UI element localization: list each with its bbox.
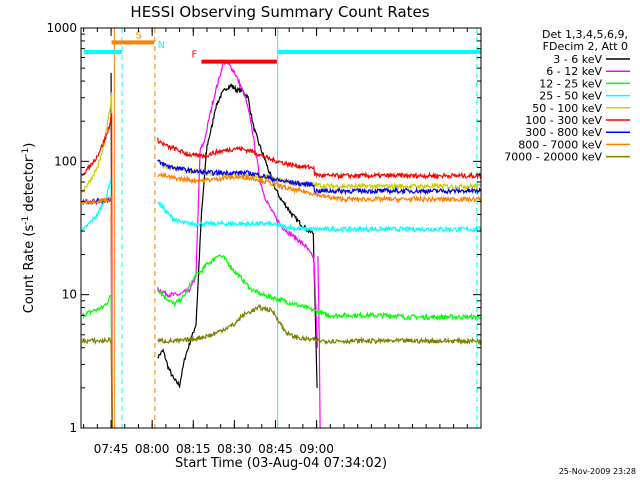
- legend-label-2: 12 - 25 keV: [539, 77, 602, 90]
- x-tick-label-3: 08:30: [217, 442, 252, 456]
- axis-ticks: 07:45 08:00 08:15 08:30 08:45 09:00 1 10 100 1000: [46, 21, 482, 456]
- y-tick-label-0: 1: [69, 421, 77, 435]
- x-tick-label-1: 08:00: [135, 442, 170, 456]
- legend-label-0: 3 - 6 keV: [553, 53, 602, 66]
- y-tick-label-1: 10: [62, 288, 77, 302]
- plot-frame: [80, 27, 482, 429]
- legend: Det 1,3,4,5,6,9, FDecim 2, Att 0 3 - 6 k…: [504, 28, 630, 164]
- x-tick-label-4: 08:45: [258, 442, 293, 456]
- legend-label-3: 25 - 50 keV: [539, 90, 602, 103]
- series-2-segment-0: [81, 294, 113, 428]
- series-7-segment-1: [157, 171, 481, 204]
- legend-label-1: 6 - 12 keV: [546, 65, 602, 78]
- series-1-segment-1: [317, 256, 321, 428]
- flag-label-3: F: [191, 50, 197, 61]
- series-0-segment-1: [157, 83, 318, 389]
- chart-title: HESSI Observing Summary Count Rates: [130, 3, 429, 21]
- legend-header-line-2: FDecim 2, Att 0: [543, 40, 628, 53]
- series-2-segment-1: [157, 254, 481, 322]
- legend-label-4: 50 - 100 keV: [532, 102, 602, 115]
- y-tick-label-2: 100: [54, 154, 77, 168]
- series-4-segment-1: [157, 158, 481, 191]
- legend-label-5: 100 - 300 keV: [525, 114, 602, 127]
- y-axis-label: Count Rate (s-1 detector-1): [21, 143, 37, 314]
- y-tick-label-3: 1000: [46, 21, 77, 35]
- legend-label-8: 7000 - 20000 keV: [504, 151, 602, 164]
- x-axis-label: Start Time (03-Aug-04 07:34:02): [175, 456, 387, 471]
- series-5-segment-0: [82, 112, 113, 428]
- timestamp: 25-Nov-2009 23:28: [559, 467, 636, 476]
- series-5-segment-1: [157, 137, 481, 180]
- series-8-segment-1: [157, 304, 481, 346]
- series-6-segment-1: [157, 159, 481, 196]
- plot-area: S N F: [81, 28, 481, 428]
- legend-label-6: 300 - 800 keV: [525, 126, 602, 139]
- legend-header-line-1: Det 1,3,4,5,6,9,: [542, 28, 628, 41]
- series-7-segment-0: [81, 195, 113, 428]
- x-tick-label-5: 09:00: [299, 442, 334, 456]
- legend-label-7: 800 - 7000 keV: [518, 138, 602, 151]
- flag-label-0: S: [136, 30, 142, 41]
- series-3-segment-1: [157, 200, 481, 234]
- series-3-segment-0: [81, 177, 113, 428]
- x-tick-label-0: 07:45: [94, 442, 129, 456]
- flag-label-1: N: [158, 40, 165, 51]
- x-tick-label-2: 08:15: [176, 442, 211, 456]
- series-4-segment-0: [81, 92, 113, 428]
- series-1-segment-0: [157, 59, 318, 348]
- series-8-segment-0: [81, 336, 113, 428]
